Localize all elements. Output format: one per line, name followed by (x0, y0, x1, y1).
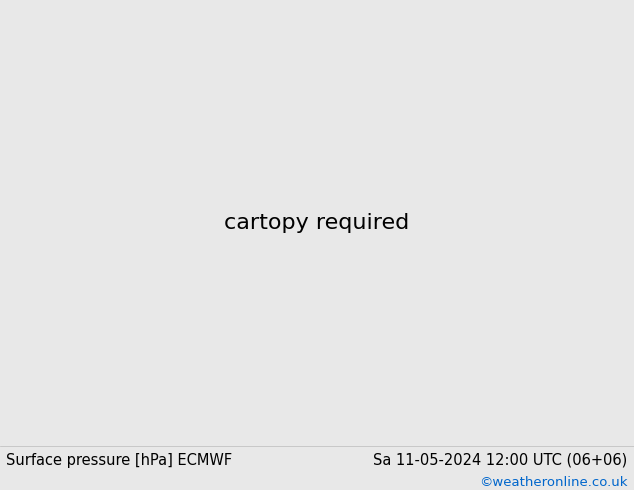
Text: Surface pressure [hPa] ECMWF: Surface pressure [hPa] ECMWF (6, 452, 233, 467)
Text: cartopy required: cartopy required (224, 213, 410, 233)
Text: ©weatheronline.co.uk: ©weatheronline.co.uk (479, 476, 628, 489)
Text: Sa 11-05-2024 12:00 UTC (06+06): Sa 11-05-2024 12:00 UTC (06+06) (373, 452, 628, 467)
